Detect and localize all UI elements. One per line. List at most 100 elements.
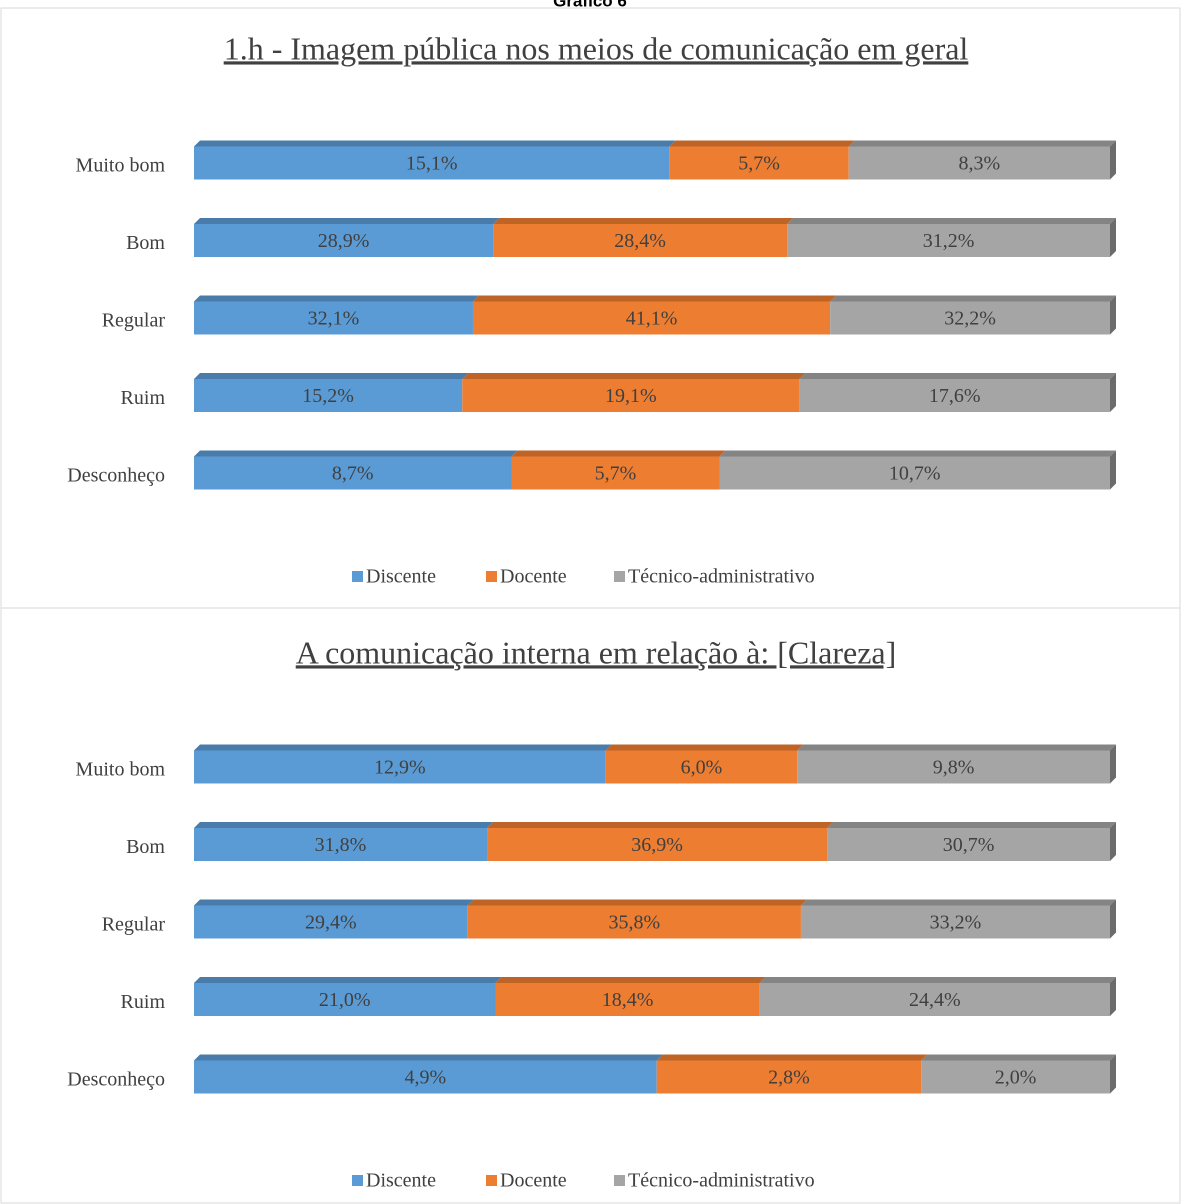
data-label: 5,7%: [738, 153, 780, 175]
bar-segment: [194, 301, 473, 335]
chart-title: 1.h - Imagem pública nos meios de comuni…: [224, 30, 969, 66]
data-label: 24,4%: [909, 989, 961, 1011]
bar-side: [1110, 1054, 1116, 1094]
bar-segment: [605, 750, 798, 784]
bar-top: [194, 899, 474, 906]
bar-segment: [656, 1060, 922, 1094]
bar-side: [1110, 140, 1116, 180]
legend-swatch: [352, 1175, 363, 1186]
category-label: Regular: [102, 914, 166, 936]
bar-top: [194, 822, 494, 828]
bar-top: [194, 1054, 663, 1061]
data-label: 31,8%: [315, 834, 367, 856]
category-label: Muito bom: [76, 759, 166, 781]
bar-top: [830, 295, 1116, 302]
legend-swatch: [614, 571, 625, 582]
bar-top: [462, 373, 806, 379]
data-label: 8,3%: [959, 153, 1001, 175]
category-label: Ruim: [121, 387, 166, 409]
bar-side: [1110, 744, 1116, 784]
data-label: 5,7%: [595, 463, 637, 485]
data-label: 21,0%: [319, 989, 371, 1011]
data-label: 19,1%: [605, 385, 657, 407]
bar-top: [194, 140, 676, 147]
bar-top: [669, 140, 855, 147]
bar-segment: [787, 224, 1110, 257]
bar-top: [487, 822, 834, 828]
category-label: Regular: [102, 310, 166, 332]
chart-title: A comunicação interna em relação à: [Cla…: [296, 634, 897, 670]
legend-label: Discente: [366, 566, 436, 588]
bar-segment: [194, 224, 494, 257]
bar-top: [467, 899, 807, 906]
bar-segment: [194, 456, 512, 490]
bar-top: [495, 977, 766, 983]
bar-side: [1110, 373, 1116, 412]
data-label: 28,4%: [614, 230, 666, 252]
bar-segment: [719, 456, 1110, 490]
legend-label: Técnico-administrativo: [628, 566, 815, 588]
bar-top: [656, 1054, 928, 1061]
bar-top: [759, 977, 1116, 983]
bar-segment: [194, 379, 463, 412]
bar-top: [472, 295, 837, 302]
bar-top: [797, 744, 1116, 751]
data-label: 2,0%: [995, 1067, 1037, 1089]
bar-segment: [827, 828, 1110, 861]
data-label: 15,2%: [302, 385, 354, 407]
data-label: 31,2%: [923, 230, 975, 252]
bar-segment: [848, 146, 1110, 180]
bar-segment: [194, 983, 496, 1016]
bar-segment: [800, 905, 1110, 939]
category-label: Desconheço: [67, 1069, 165, 1091]
data-label: 18,4%: [602, 989, 654, 1011]
bar-top: [194, 295, 479, 302]
legend-swatch: [486, 1175, 497, 1186]
bar-segment: [467, 905, 801, 939]
legend-label: Discente: [366, 1170, 436, 1192]
bar-top: [194, 977, 502, 983]
category-label: Bom: [126, 232, 165, 254]
bar-side: [1110, 450, 1116, 490]
bar-segment: [194, 1060, 657, 1094]
bar-segment: [487, 828, 828, 861]
bar-top: [605, 744, 804, 751]
category-label: Muito bom: [76, 155, 166, 177]
data-label: 32,1%: [308, 308, 360, 330]
data-label: 33,2%: [930, 912, 982, 934]
data-label: 2,8%: [768, 1067, 810, 1089]
data-label: 30,7%: [943, 834, 995, 856]
bar-top: [511, 450, 726, 457]
bar-side: [1110, 899, 1116, 939]
bar-top: [921, 1054, 1116, 1061]
bar-top: [827, 822, 1116, 828]
data-label: 41,1%: [626, 308, 678, 330]
bar-top: [194, 450, 518, 457]
bar-segment: [759, 983, 1110, 1016]
bar-segment: [669, 146, 849, 180]
bar-segment: [194, 146, 670, 180]
data-label: 9,8%: [933, 757, 975, 779]
frame: [0, 7, 1181, 1204]
caption: Gráfico 6: [553, 0, 627, 10]
bar-segment: [194, 750, 606, 784]
bar-top: [493, 218, 794, 224]
bar-top: [848, 140, 1116, 147]
category-label: Ruim: [121, 991, 166, 1013]
bar-top: [194, 373, 469, 379]
bar-side: [1110, 822, 1116, 861]
bar-side: [1110, 295, 1116, 335]
bar-segment: [799, 379, 1110, 412]
legend-label: Técnico-administrativo: [628, 1170, 815, 1192]
bar-segment: [493, 224, 788, 257]
legend-swatch: [486, 571, 497, 582]
bar-top: [787, 218, 1116, 224]
data-label: 32,2%: [944, 308, 996, 330]
bar-segment: [511, 456, 720, 490]
bar-segment: [830, 301, 1110, 335]
bar-segment: [495, 983, 760, 1016]
category-label: Desconheço: [67, 465, 165, 487]
data-label: 4,9%: [405, 1067, 447, 1089]
bar-side: [1110, 218, 1116, 257]
